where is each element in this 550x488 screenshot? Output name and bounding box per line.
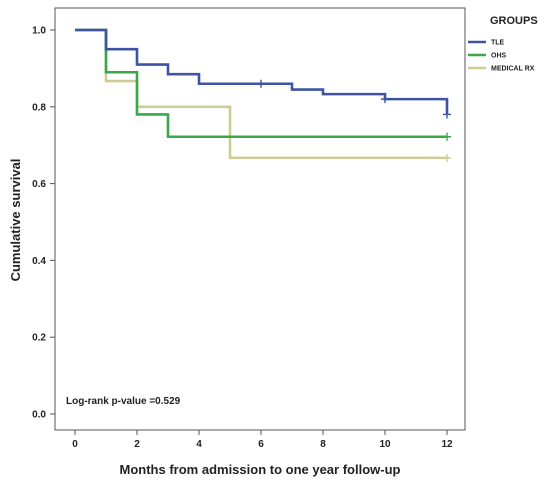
y-tick-label: 0.6 xyxy=(32,179,46,190)
censor-mark xyxy=(257,79,265,88)
plot-frame xyxy=(54,7,466,431)
log-rank-annotation: Log-rank p-value =0.529 xyxy=(66,396,181,407)
axes: 0.0 0.2 0.4 0.6 0.8 1.0 0 2 4 6 8 10 12 xyxy=(32,26,453,451)
y-tick-label: 0.0 xyxy=(32,410,46,421)
x-tick-label: 12 xyxy=(441,439,453,450)
legend-label: OHS xyxy=(491,53,507,60)
legend-label: TLE xyxy=(491,40,505,47)
censor-mark xyxy=(443,153,451,162)
series-layer xyxy=(75,28,451,162)
censor-mark xyxy=(381,95,389,104)
x-tick-label: 8 xyxy=(320,439,326,450)
x-tick-label: 4 xyxy=(196,439,202,450)
y-tick-label: 0.2 xyxy=(32,333,46,344)
legend: GROUPS TLE OHS MEDICAL RX xyxy=(468,15,538,73)
y-tick-label: 0.8 xyxy=(32,102,46,113)
censor-mark xyxy=(443,132,451,141)
x-tick-label: 2 xyxy=(134,439,140,450)
y-axis-title: Cumulative survival xyxy=(8,159,23,282)
y-tick-label: 1.0 xyxy=(32,26,46,37)
x-axis-title: Months from admission to one year follow… xyxy=(120,462,401,477)
x-tick-label: 0 xyxy=(72,439,78,450)
legend-title: GROUPS xyxy=(490,15,538,27)
x-tick-label: 10 xyxy=(379,439,391,450)
censor-mark xyxy=(443,110,451,119)
x-tick-label: 6 xyxy=(258,439,264,450)
y-tick-label: 0.4 xyxy=(32,256,46,267)
legend-label: MEDICAL RX xyxy=(491,66,535,73)
